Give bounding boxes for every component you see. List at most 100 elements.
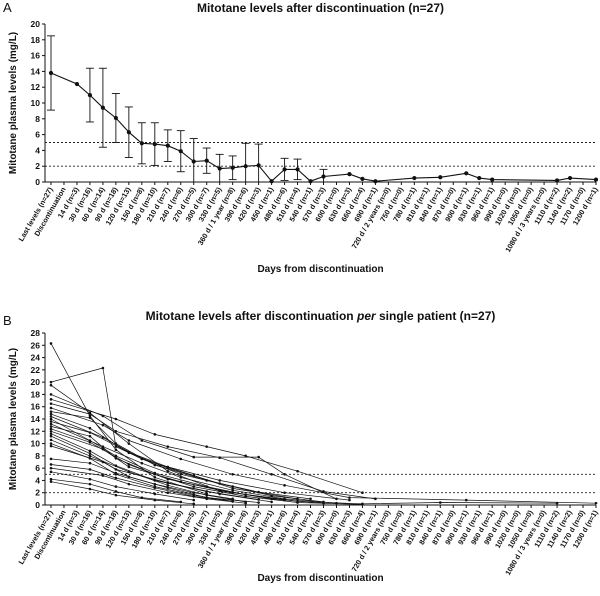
y-axis-label: Mitotane plasma levels (mg/L) [8, 348, 19, 490]
data-point [153, 498, 157, 502]
data-point [49, 477, 53, 481]
data-point [490, 177, 495, 182]
y-tick-label: 26 [31, 340, 41, 350]
data-point [555, 501, 559, 505]
series-line [50, 418, 558, 505]
data-point [153, 486, 157, 490]
y-tick-label: 2 [35, 161, 40, 171]
data-point [230, 165, 235, 170]
series-line [50, 430, 285, 501]
data-point [101, 423, 105, 427]
data-point [114, 490, 118, 493]
data-point [348, 498, 351, 502]
data-point [165, 143, 170, 148]
data-point [244, 454, 247, 458]
data-point [101, 460, 105, 464]
data-point [49, 412, 53, 416]
data-point [88, 431, 92, 434]
data-point [464, 171, 469, 176]
y-tick-label: 0 [35, 500, 40, 510]
y-tick-label: 16 [31, 402, 41, 412]
data-point [127, 465, 131, 469]
data-point [438, 501, 442, 504]
data-point [74, 81, 80, 87]
data-point [257, 455, 260, 459]
data-point [283, 491, 286, 495]
data-point [49, 442, 53, 445]
data-point [335, 501, 338, 505]
data-point [88, 449, 92, 453]
data-point [49, 342, 53, 345]
data-point [88, 477, 92, 481]
data-point [49, 470, 53, 474]
y-tick-label: 2 [35, 488, 40, 498]
y-tick-label: 16 [31, 51, 41, 61]
chart-title-part: single patient (n=27) [376, 309, 496, 323]
data-point [178, 149, 183, 154]
data-point [231, 472, 234, 476]
data-point [127, 450, 131, 454]
y-tick-label: 6 [35, 463, 40, 473]
series-line [50, 464, 233, 502]
data-point [113, 115, 118, 121]
data-point [179, 476, 183, 479]
series-line [50, 467, 246, 504]
data-point [49, 463, 53, 466]
data-point [100, 105, 106, 110]
data-point [101, 366, 105, 370]
y-tick-label: 20 [31, 19, 41, 29]
data-point [88, 482, 92, 486]
data-point [270, 500, 273, 504]
x-axis-label: Days from discontinuation [257, 264, 383, 275]
data-point [127, 463, 131, 466]
data-point [477, 175, 482, 181]
data-point [412, 175, 417, 181]
data-point [49, 398, 53, 401]
data-point [166, 491, 170, 495]
chart-title-A: Mitotane levels after discontinuation (n… [197, 1, 444, 15]
data-point [322, 501, 325, 505]
data-point [308, 179, 313, 184]
data-point [88, 412, 92, 416]
data-point [49, 425, 53, 428]
data-point [153, 433, 157, 436]
data-point [49, 380, 53, 384]
data-point [139, 141, 144, 146]
data-point [114, 429, 118, 433]
data-point [140, 461, 144, 465]
data-point [101, 445, 105, 448]
y-tick-label: 8 [35, 451, 40, 461]
data-point [593, 177, 599, 182]
data-point [218, 456, 221, 460]
series-line [50, 403, 376, 500]
y-tick-label: 0 [35, 177, 40, 187]
data-point [438, 175, 443, 180]
data-point [243, 164, 248, 169]
y-tick-label: 10 [31, 98, 41, 108]
data-point [101, 474, 105, 477]
data-point [49, 420, 53, 423]
data-point [554, 178, 560, 183]
data-point [295, 167, 300, 172]
y-tick-label: 14 [31, 66, 41, 76]
data-point [49, 415, 53, 418]
data-point [114, 417, 118, 421]
data-point [87, 93, 93, 98]
y-tick-label: 12 [31, 82, 41, 92]
data-point [49, 402, 53, 405]
y-tick-label: 4 [35, 145, 40, 155]
data-point [140, 457, 144, 461]
data-point [88, 468, 92, 471]
y-tick-label: 10 [31, 439, 41, 449]
data-point [49, 438, 53, 442]
data-point [49, 406, 53, 410]
data-point [153, 482, 157, 486]
data-point [88, 426, 92, 430]
series-line [50, 435, 272, 503]
data-point [153, 492, 157, 496]
data-point [179, 457, 183, 461]
data-point [192, 491, 196, 495]
data-point [257, 501, 260, 504]
